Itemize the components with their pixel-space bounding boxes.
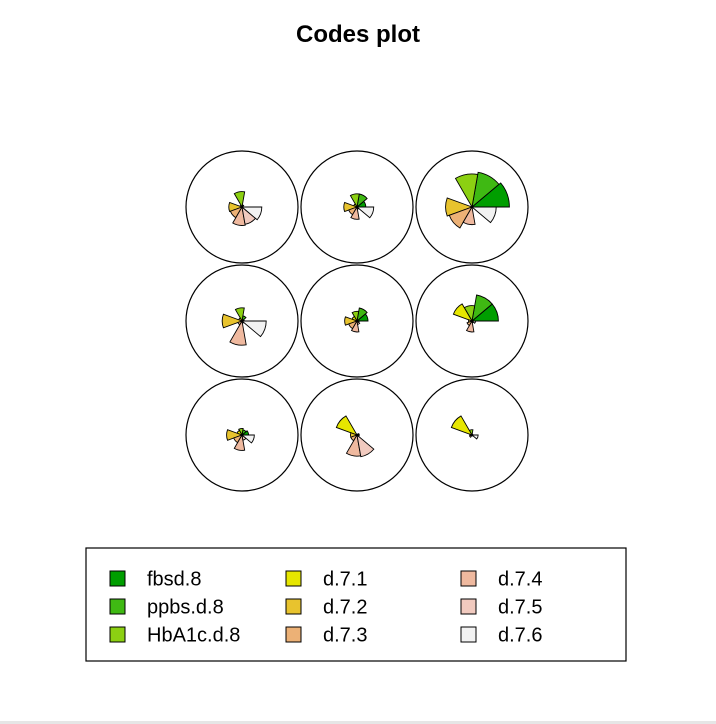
segment-d.7.2 <box>445 197 474 217</box>
segment-fbsd.8 <box>470 182 510 208</box>
som-unit-1-1 <box>185 150 299 264</box>
legend-label-d.7.4: d.7.4 <box>498 569 542 591</box>
legend-box <box>85 547 627 662</box>
som-unit-2-1 <box>185 264 299 378</box>
segment-d.7.4 <box>233 433 246 451</box>
legend-label-d.7.1: d.7.1 <box>323 569 367 591</box>
legend-label-HbA1c.d.8: HbA1c.d.8 <box>147 625 240 647</box>
segment-d.7.4 <box>462 205 476 226</box>
segment-d.7.4 <box>465 319 475 333</box>
segment-d.7.6 <box>355 320 360 324</box>
segment-d.7.3 <box>448 206 474 229</box>
legend-label-fbsd.8: fbsd.8 <box>147 569 201 591</box>
segment-ppbs.d.8 <box>356 307 368 323</box>
segment-d.7.2 <box>226 429 244 441</box>
legend-swatch-d.7.1 <box>285 570 302 587</box>
segment-d.7.6 <box>470 434 479 440</box>
legend-swatch-HbA1c.d.8 <box>109 626 126 643</box>
legend-swatch-d.7.3 <box>285 626 302 643</box>
segment-d.7.1 <box>452 303 474 322</box>
som-unit-2-2 <box>300 264 414 378</box>
legend-label-d.7.2: d.7.2 <box>323 597 367 619</box>
som-units <box>185 150 529 492</box>
som-unit-2-3 <box>415 264 529 378</box>
legend-swatch-d.7.2 <box>285 598 302 615</box>
segment-d.7.4 <box>350 205 360 220</box>
segment-HbA1c.d.8 <box>233 191 246 209</box>
legend-label-d.7.3: d.7.3 <box>323 625 367 647</box>
som-unit-3-1 <box>185 378 299 492</box>
segment-HbA1c.d.8 <box>351 310 360 323</box>
legend-swatch-ppbs.d.8 <box>109 598 126 615</box>
segment-d.7.2 <box>343 201 359 213</box>
segment-HbA1c.d.8 <box>234 307 245 323</box>
som-unit-1-3 <box>415 150 529 264</box>
legend: fbsd.8 ppbs.d.8 HbA1c.d.8 d.7.1 d.7.2 d.7.3 d.… <box>109 569 542 647</box>
som-unit-3-2 <box>300 378 414 492</box>
segment-HbA1c.d.8 <box>238 427 244 437</box>
legend-swatch-fbsd.8 <box>109 570 126 587</box>
segment-d.7.1 <box>450 415 474 436</box>
segment-d.7.6 <box>470 206 497 224</box>
legend-swatch-d.7.6 <box>460 626 477 643</box>
legend-swatch-d.7.5 <box>460 598 477 615</box>
legend-label-d.7.6: d.7.6 <box>498 625 542 647</box>
som-unit-1-2 <box>300 150 414 264</box>
chart-title: Codes plot <box>296 21 420 48</box>
segment-d.7.5 <box>356 433 375 458</box>
legend-label-d.7.5: d.7.5 <box>498 597 542 619</box>
som-unit-3-3 <box>415 378 529 492</box>
segment-ppbs.d.8 <box>471 294 493 323</box>
segment-d.7.2 <box>228 201 244 213</box>
segment-d.7.6 <box>355 434 360 438</box>
legend-label-ppbs.d.8: ppbs.d.8 <box>147 597 224 619</box>
segment-d.7.4 <box>229 319 247 346</box>
segment-d.7.1 <box>335 415 359 436</box>
segment-d.7.6 <box>470 320 476 324</box>
segment-d.7.2 <box>344 316 359 326</box>
segment-d.7.6 <box>240 206 263 221</box>
segment-ppbs.d.8 <box>471 171 500 209</box>
page-bottom-rule <box>0 721 716 724</box>
segment-HbA1c.d.8 <box>349 193 360 209</box>
legend-swatch-d.7.4 <box>460 570 477 587</box>
segment-d.7.6 <box>355 206 375 219</box>
segment-d.7.6 <box>240 434 255 444</box>
segment-HbA1c.d.8 <box>454 173 479 209</box>
segment-d.7.6 <box>240 320 267 338</box>
segment-d.7.2 <box>221 313 244 329</box>
segment-d.7.4 <box>232 205 246 226</box>
